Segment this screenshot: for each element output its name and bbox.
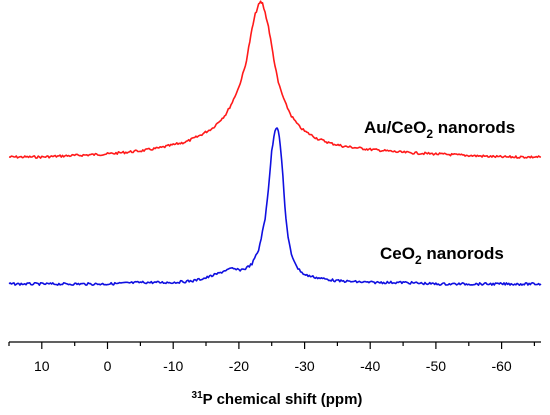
series-ceo2-line [8,127,542,287]
x-tick-label: -30 [294,358,314,374]
x-axis-ticks: 10 0 -10 -20 -30 -40 -50 -60 [8,342,536,374]
series-label-au-ceo2: Au/CeO2 nanorods [364,118,515,141]
x-tick-label: -10 [163,358,183,374]
x-tick-label: -60 [491,358,511,374]
series-au-ceo2-line [8,0,542,159]
x-axis: 10 0 -10 -20 -30 -40 -50 -60 [8,341,541,374]
series-layer [8,0,542,287]
series-label-ceo2: CeO2 nanorods [380,244,504,267]
x-tick-label: 10 [34,358,50,374]
x-axis-title: 31P chemical shift (ppm) [192,390,363,408]
x-tick-label: -40 [360,358,380,374]
x-tick-label: -50 [426,358,446,374]
x-tick-label: 0 [104,358,112,374]
x-tick-label: -20 [229,358,249,374]
